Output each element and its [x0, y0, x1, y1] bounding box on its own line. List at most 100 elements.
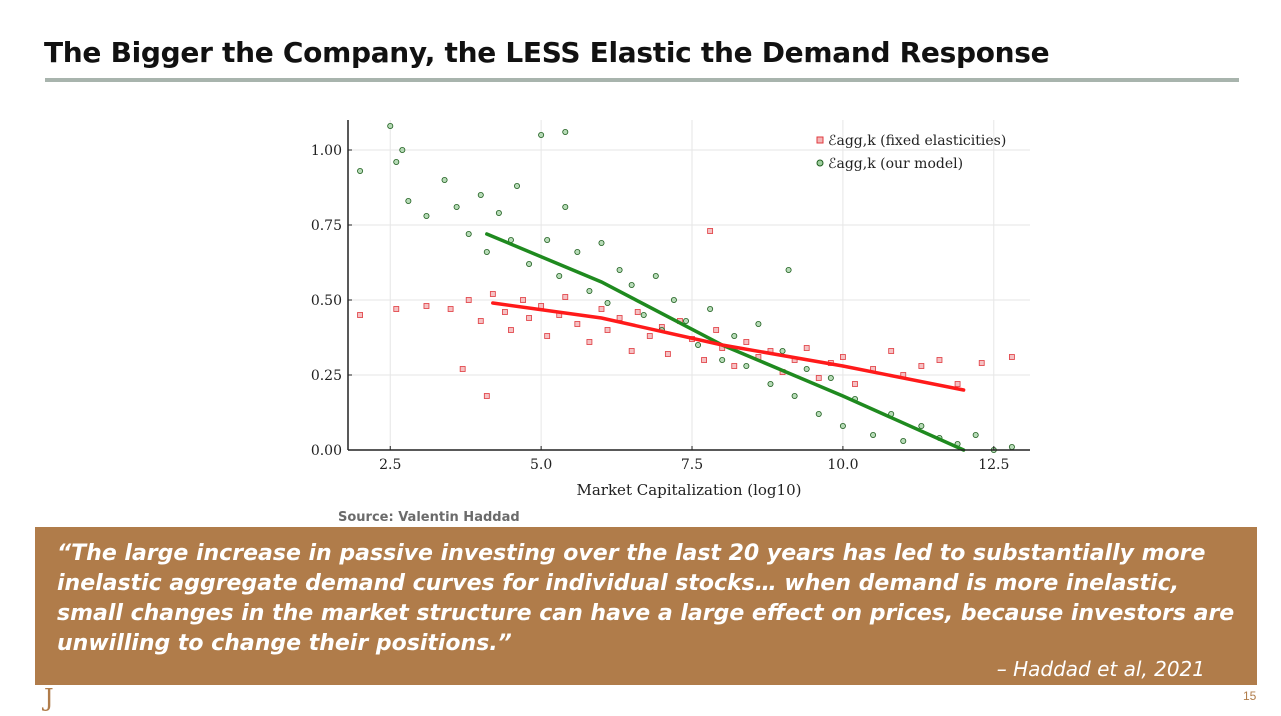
- point-model: [900, 437, 907, 444]
- point-model: [785, 266, 792, 273]
- point-fixed: [852, 381, 858, 387]
- chart-axes: [347, 120, 1030, 451]
- point-model: [604, 299, 611, 306]
- legend-label-model: ℰagg,k (our model): [828, 156, 963, 172]
- trend-line-model: [485, 232, 966, 452]
- point-model: [682, 317, 689, 324]
- chart-ticks: 2.5 5.0 7.5 10.0 12.5 0.00 0.25 0.50 0.75 1.00: [311, 143, 1010, 473]
- point-fixed: [502, 309, 508, 315]
- y-tick-label: 0.25: [311, 368, 342, 384]
- legend-marker-model: [816, 159, 824, 167]
- point-model: [640, 311, 647, 318]
- point-fixed: [888, 348, 895, 354]
- point-fixed: [459, 366, 466, 372]
- point-model: [405, 198, 412, 205]
- point-fixed: [544, 333, 551, 339]
- point-model: [441, 177, 448, 184]
- point-fixed: [508, 327, 514, 333]
- point-model: [574, 248, 581, 255]
- point-fixed: [1008, 354, 1015, 360]
- point-fixed: [616, 315, 623, 321]
- point-fixed: [815, 375, 822, 381]
- source-note: Source: Valentin Haddad: [338, 510, 520, 525]
- point-model: [755, 320, 762, 327]
- point-model: [707, 305, 714, 312]
- point-model: [562, 128, 569, 135]
- point-model: [477, 192, 484, 199]
- point-model: [767, 380, 774, 387]
- point-model: [357, 168, 364, 175]
- series-model-points: [357, 122, 1015, 453]
- trend-lines: [485, 232, 966, 452]
- legend-label-fixed: ℰagg,k (fixed elasticities): [828, 133, 1006, 149]
- point-fixed: [628, 348, 635, 354]
- point-model: [628, 281, 635, 288]
- point-model: [453, 204, 460, 211]
- logo-mark: J: [44, 684, 54, 712]
- y-tick-label: 0.00: [311, 443, 342, 459]
- point-fixed: [731, 363, 738, 369]
- point-fixed: [562, 294, 569, 300]
- point-model: [1008, 443, 1015, 450]
- chart-legend: ℰagg,k (fixed elasticities) ℰagg,k (our …: [816, 133, 1006, 172]
- point-model: [387, 122, 394, 129]
- point-model: [616, 266, 623, 273]
- quote-text: “The large increase in passive investing…: [57, 541, 1235, 656]
- point-fixed: [465, 297, 472, 303]
- point-fixed: [936, 357, 943, 363]
- point-model: [719, 356, 726, 363]
- point-model: [465, 231, 472, 238]
- point-model: [827, 374, 834, 381]
- point-model: [670, 296, 677, 303]
- point-model: [972, 431, 979, 438]
- legend-marker-fixed: [816, 136, 824, 144]
- point-model: [779, 347, 786, 354]
- trend-line-fixed: [491, 301, 966, 392]
- point-model: [586, 287, 593, 294]
- point-fixed: [664, 351, 671, 357]
- y-tick-label: 1.00: [311, 143, 342, 159]
- x-tick-label: 2.5: [379, 457, 401, 473]
- point-model: [556, 272, 563, 279]
- point-model: [918, 422, 925, 429]
- point-fixed: [978, 360, 985, 366]
- x-tick-label: 10.0: [827, 457, 858, 473]
- point-fixed: [489, 291, 496, 297]
- point-fixed: [918, 363, 925, 369]
- point-model: [731, 332, 738, 339]
- point-fixed: [586, 339, 593, 345]
- point-model: [652, 272, 659, 279]
- point-fixed: [707, 228, 714, 234]
- point-fixed: [526, 315, 532, 321]
- point-model: [483, 248, 490, 255]
- point-model: [495, 210, 502, 217]
- series-fixed-points: [357, 228, 1015, 399]
- y-tick-label: 0.50: [311, 293, 342, 309]
- point-fixed: [357, 312, 363, 318]
- slide-title: The Bigger the Company, the LESS Elastic…: [44, 36, 1050, 69]
- point-fixed: [634, 309, 641, 315]
- point-fixed: [840, 354, 846, 360]
- quote-box: “The large increase in passive investing…: [35, 527, 1257, 685]
- point-model: [791, 392, 798, 399]
- point-model: [544, 237, 551, 244]
- x-axis-label: Market Capitalization (log10): [577, 481, 802, 499]
- point-model: [598, 239, 605, 246]
- point-fixed: [743, 339, 750, 345]
- point-fixed: [598, 306, 605, 312]
- point-fixed: [477, 318, 484, 324]
- scatter-chart: 2.5 5.0 7.5 10.0 12.5 0.00 0.25 0.50 0.75 1.00 Ma…: [311, 120, 1030, 499]
- point-model: [393, 159, 400, 166]
- point-model: [513, 183, 520, 190]
- x-tick-label: 12.5: [978, 457, 1009, 473]
- title-divider: [45, 78, 1239, 82]
- page-number: 15: [1243, 689, 1257, 703]
- point-model: [870, 431, 877, 438]
- point-model: [399, 147, 406, 154]
- point-fixed: [701, 357, 707, 363]
- point-model: [839, 422, 846, 429]
- point-fixed: [803, 345, 810, 351]
- point-fixed: [423, 303, 430, 309]
- point-fixed: [604, 327, 611, 333]
- point-model: [526, 260, 533, 267]
